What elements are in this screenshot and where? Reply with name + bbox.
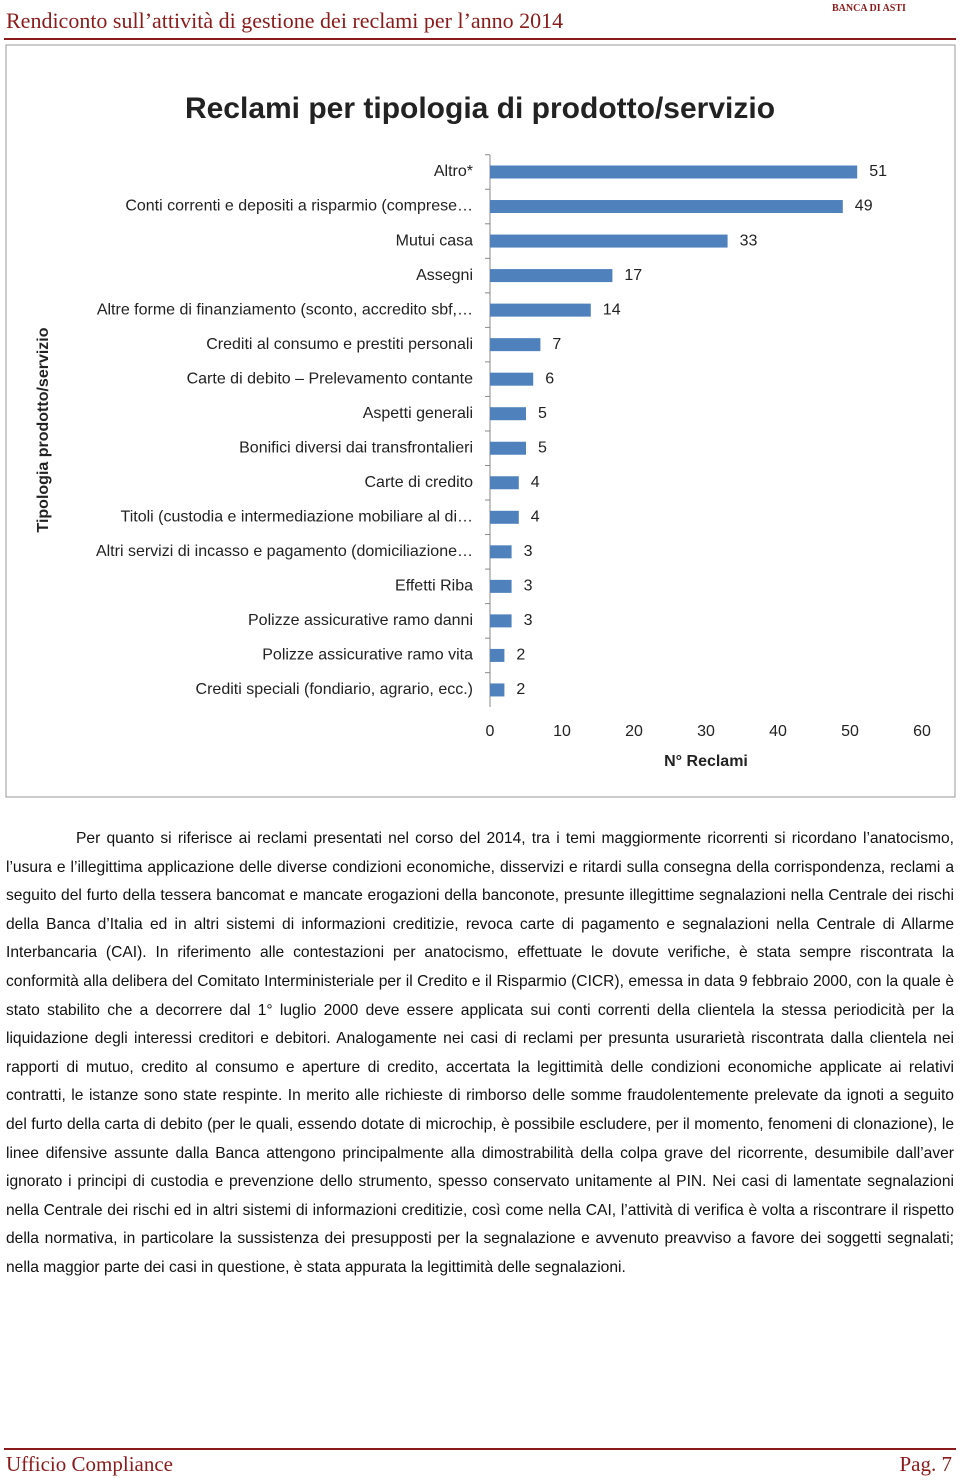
y-tick-label: Crediti al consumo e prestiti personali (206, 336, 473, 353)
value-label: 2 (516, 681, 525, 698)
footer-right: Pag. 7 (899, 1452, 953, 1476)
value-label: 7 (552, 336, 561, 353)
y-tick-label: Altro* (434, 163, 473, 180)
value-label: 2 (516, 647, 525, 664)
value-label: 51 (869, 163, 887, 180)
y-tick-label: Altri servizi di incasso e pagamento (do… (96, 543, 473, 560)
y-tick-label: Crediti speciali (fondiario, agrario, ec… (196, 681, 473, 698)
value-label: 4 (531, 474, 540, 491)
y-tick-label: Altre forme di finanziamento (sconto, ac… (97, 301, 473, 318)
chart-frame (5, 44, 956, 798)
value-label: 49 (855, 198, 873, 215)
bar (490, 338, 541, 352)
y-tick-label: Assegni (416, 267, 473, 284)
bar (490, 476, 519, 490)
y-tick-label: Polizze assicurative ramo vita (262, 647, 473, 664)
bar (490, 303, 591, 317)
bar (490, 648, 505, 662)
x-axis-title: N° Reclami (664, 753, 748, 770)
bar (490, 683, 505, 697)
value-label: 14 (603, 301, 621, 318)
bar (490, 614, 512, 628)
bar (490, 579, 512, 593)
x-tick-label: 40 (769, 723, 787, 740)
y-tick-label: Bonifici diversi dai transfrontalieri (239, 439, 473, 456)
bar (490, 407, 526, 421)
x-tick-label: 50 (841, 723, 859, 740)
value-label: 3 (524, 578, 533, 595)
value-label: 6 (545, 370, 554, 387)
value-label: 17 (624, 267, 642, 284)
y-tick-label: Titoli (custodia e intermediazione mobil… (121, 509, 473, 526)
x-tick-label: 30 (697, 723, 715, 740)
y-tick-label: Carte di credito (365, 474, 474, 491)
header-title: Rendiconto sull’attività di gestione dei… (6, 8, 564, 33)
bar (490, 545, 512, 559)
value-label: 3 (524, 612, 533, 629)
y-tick-label: Carte di debito – Prelevamento contante (187, 370, 474, 387)
y-tick-label: Aspetti generali (363, 405, 473, 422)
bar (490, 441, 526, 455)
bar (490, 372, 534, 386)
y-tick-label: Conti correnti e depositi a risparmio (c… (125, 198, 473, 215)
body-paragraph: Per quanto si riferisce ai reclami prese… (6, 830, 954, 1276)
chart: Reclami per tipologia di prodotto/serviz… (5, 44, 956, 798)
chart-title: Reclami per tipologia di prodotto/serviz… (185, 92, 775, 125)
x-tick-label: 60 (913, 723, 931, 740)
bar (490, 165, 858, 179)
value-label: 33 (740, 232, 758, 249)
y-tick-label: Effetti Riba (395, 578, 473, 595)
x-tick-label: 20 (625, 723, 643, 740)
bar (490, 269, 613, 283)
footer-rule (4, 1448, 956, 1450)
x-tick-label: 10 (553, 723, 571, 740)
y-tick-label: Mutui casa (396, 232, 473, 249)
logo: BANCA DI ASTI (832, 3, 906, 14)
y-tick-label: Polizze assicurative ramo danni (248, 612, 473, 629)
value-label: 5 (538, 405, 547, 422)
footer-left: Ufficio Compliance (6, 1452, 173, 1476)
value-label: 3 (524, 543, 533, 560)
x-tick-label: 0 (486, 723, 495, 740)
bar (490, 234, 728, 248)
header-rule (4, 38, 956, 40)
bar (490, 200, 843, 214)
value-label: 4 (531, 509, 540, 526)
bar (490, 510, 519, 524)
y-axis-title: Tipologia prodotto/servizio (35, 327, 52, 532)
value-label: 5 (538, 439, 547, 456)
